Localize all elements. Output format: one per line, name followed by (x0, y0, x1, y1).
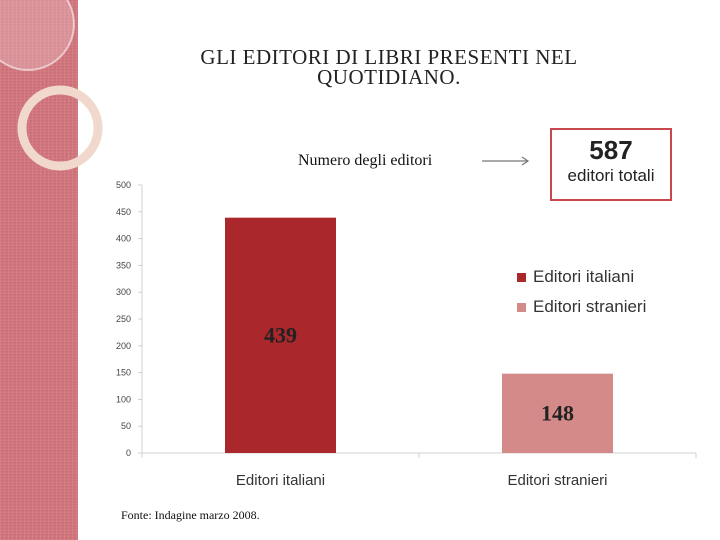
y-tick-label: 500 (116, 180, 131, 190)
total-box: 587 editori totali (550, 128, 672, 201)
source-note: Fonte: Indagine marzo 2008. (121, 508, 260, 522)
y-tick-label: 250 (116, 314, 131, 324)
data-label: 148 (541, 400, 574, 425)
legend-label-italiani: Editori italiani (533, 267, 635, 286)
bar-italiani (225, 217, 336, 453)
y-tick-label: 50 (121, 421, 131, 431)
y-tick-label: 350 (116, 260, 131, 270)
bar-stranieri (502, 373, 613, 453)
legend-swatch-italiani (517, 272, 526, 282)
y-tick-label: 400 (116, 234, 131, 244)
legend-item-italiani: Editori italiani (517, 262, 646, 292)
y-tick-label: 0 (126, 448, 131, 458)
x-category-label: Editori stranieri (507, 472, 607, 489)
legend-swatch-stranieri (517, 302, 526, 312)
legend-item-stranieri: Editori stranieri (517, 292, 646, 322)
legend-label-stranieri: Editori stranieri (533, 297, 647, 316)
annotation-text: Numero degli editori (298, 152, 433, 169)
y-tick-label: 300 (116, 287, 131, 297)
chart-legend: Editori italiani Editori stranieri (517, 262, 646, 322)
total-label: editori totali (567, 166, 655, 185)
y-tick-label: 100 (116, 394, 131, 404)
x-category-label: Editori italiani (236, 472, 325, 489)
data-label: 439 (264, 322, 297, 347)
total-value: 587 (589, 135, 633, 165)
decorative-circles (0, 0, 103, 171)
y-tick-label: 150 (116, 368, 131, 378)
arrow-right-icon (482, 156, 530, 166)
y-tick-label: 450 (116, 207, 131, 217)
y-tick-label: 200 (116, 341, 131, 351)
slide-title: GLI EDITORI DI LIBRI PRESENTI NEL QUOTID… (200, 45, 578, 89)
